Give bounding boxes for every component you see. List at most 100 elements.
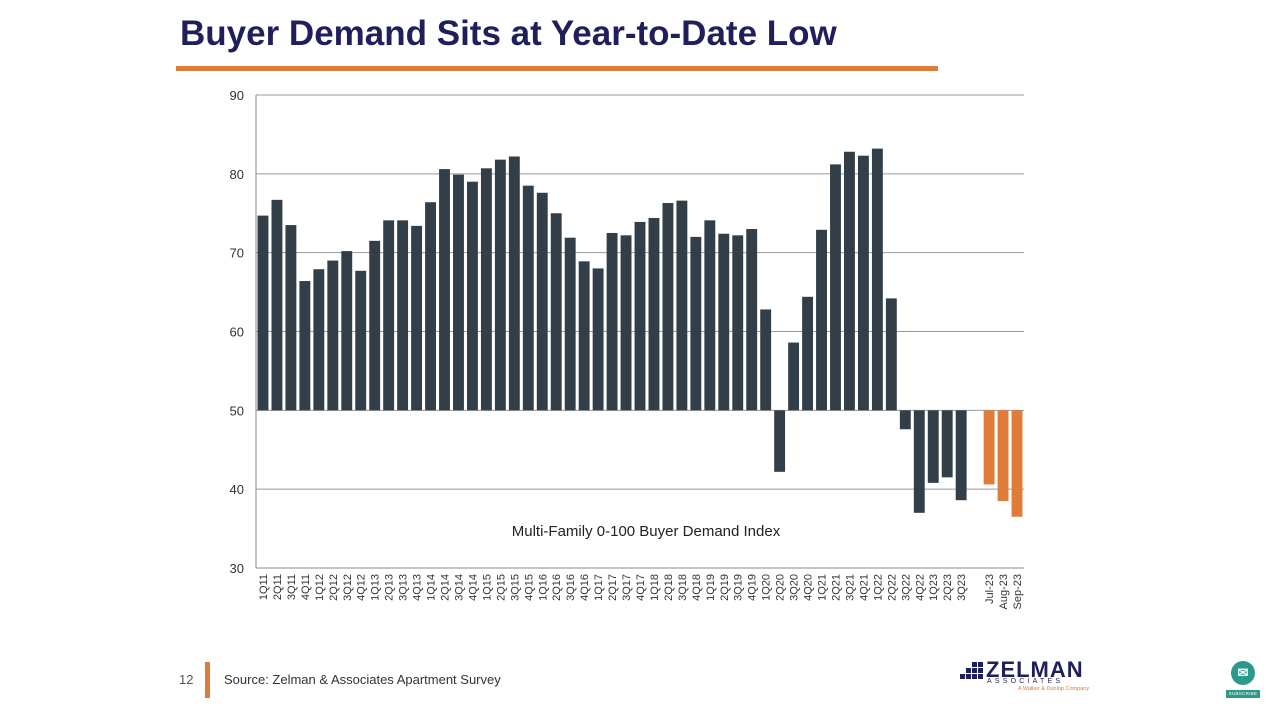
bar-1Q19 <box>704 220 716 411</box>
bar-2Q19 <box>718 233 730 411</box>
x-tick-label: 3Q12 <box>342 574 354 601</box>
bar-3Q22 <box>899 410 911 430</box>
x-tick-label: 1Q13 <box>370 574 382 601</box>
x-tick-labels: 1Q11 2Q11 3Q11 4Q11 1Q12 2Q12 3Q12 4Q12 1Q13 2Q13… <box>258 574 1024 609</box>
x-tick-label: 2Q15 <box>495 574 507 601</box>
y-tick-labels: 30 40 50 60 70 80 90 <box>230 88 244 576</box>
x-tick-label: 2Q17 <box>607 574 619 601</box>
x-tick-label: 1Q15 <box>481 574 493 601</box>
bar-4Q18 <box>690 236 702 411</box>
x-tick-label: 1Q17 <box>593 574 605 601</box>
bar-3Q16 <box>564 237 576 411</box>
bar-2Q23 <box>941 410 953 478</box>
bar-3Q13 <box>397 220 409 411</box>
x-tick-label: 1Q14 <box>426 574 438 601</box>
bar-3Q15 <box>508 156 520 411</box>
bar-3Q11 <box>285 225 297 411</box>
x-tick-label: 4Q20 <box>803 574 815 601</box>
logo-mark-icon <box>960 662 983 679</box>
x-tick-label: 4Q18 <box>691 574 703 601</box>
bar-4Q22 <box>913 410 925 513</box>
x-tick-label: 1Q18 <box>649 574 661 601</box>
x-tick-label: 4Q21 <box>858 574 870 601</box>
footer-accent-bar <box>205 662 210 698</box>
x-tick-label: 2Q21 <box>830 574 842 601</box>
bar-1Q14 <box>425 202 436 411</box>
x-tick-label: 1Q11 <box>258 574 270 600</box>
logo-name: ZELMAN <box>986 657 1084 682</box>
x-tick-label: 3Q11 <box>286 574 298 600</box>
bar-Aug-23 <box>997 410 1009 501</box>
x-tick-label: 2Q19 <box>719 574 731 601</box>
bar-4Q12 <box>355 270 367 411</box>
x-tick-label: 2Q14 <box>440 574 452 601</box>
bar-Jul-23 <box>983 410 995 485</box>
bar-2Q11 <box>271 199 283 411</box>
bar-4Q21 <box>857 155 869 411</box>
x-tick-label: 4Q17 <box>635 574 647 601</box>
x-tick-label: 1Q20 <box>761 574 773 601</box>
bar-2Q14 <box>439 169 450 411</box>
bar-3Q18 <box>676 200 688 411</box>
x-tick-label: 2Q11 <box>272 574 284 600</box>
y-tick-label: 50 <box>230 403 244 418</box>
subscribe-button[interactable]: ✉ SUBSCRIBE <box>1226 661 1260 701</box>
bar-3Q12 <box>341 251 353 411</box>
bar-1Q21 <box>816 229 827 411</box>
logo-subtitle: ASSOCIATES <box>987 678 1064 685</box>
chart-annotation: Multi-Family 0-100 Buyer Demand Index <box>512 523 781 540</box>
y-tick-label: 40 <box>230 482 244 497</box>
y-tick-label: 80 <box>230 167 244 182</box>
bar-4Q11 <box>299 281 311 411</box>
x-tick-label: 4Q15 <box>523 574 535 601</box>
x-tick-label: 2Q22 <box>886 574 898 601</box>
x-tick-label: 1Q16 <box>537 574 549 601</box>
x-tick-label: 4Q19 <box>747 574 759 601</box>
x-tick-label: 2Q18 <box>663 574 675 601</box>
axes <box>255 95 1024 569</box>
x-tick-label: 3Q17 <box>621 574 633 601</box>
y-tick-label: 60 <box>230 325 244 340</box>
bar-4Q14 <box>466 181 478 411</box>
bar-3Q23 <box>955 410 967 501</box>
bar-2Q12 <box>327 260 339 411</box>
x-tick-label: 2Q13 <box>384 574 396 601</box>
bar-1Q11 <box>257 215 269 411</box>
slide-title: Buyer Demand Sits at Year-to-Date Low <box>180 14 837 53</box>
bar-2Q22 <box>885 298 897 411</box>
bar-Sep-23 <box>1011 410 1023 517</box>
source-note: Source: Zelman & Associates Apartment Su… <box>224 672 501 687</box>
x-tick-label: 3Q19 <box>733 574 745 601</box>
x-tick-label: 3Q23 <box>956 574 968 601</box>
bar-4Q16 <box>578 261 590 411</box>
bar-1Q12 <box>313 269 325 411</box>
x-tick-label: 4Q22 <box>914 574 926 601</box>
bar-4Q17 <box>634 221 646 411</box>
bar-4Q15 <box>522 185 534 411</box>
x-tick-label: 2Q16 <box>551 574 563 601</box>
x-tick-label: 4Q11 <box>300 574 312 600</box>
bar-4Q13 <box>411 225 423 411</box>
x-tick-label: 1Q23 <box>928 574 940 601</box>
x-tick-label: 2Q23 <box>942 574 954 601</box>
bar-1Q13 <box>369 240 381 411</box>
bar-2Q18 <box>662 203 674 411</box>
y-tick-label: 70 <box>230 246 244 261</box>
y-tick-label: 90 <box>230 88 244 103</box>
bar-3Q20 <box>788 342 800 411</box>
bar-1Q22 <box>871 148 883 411</box>
bar-1Q18 <box>648 217 660 411</box>
bar-3Q21 <box>844 151 855 411</box>
x-tick-label: 3Q15 <box>509 574 521 601</box>
subscribe-label: SUBSCRIBE <box>1226 690 1260 698</box>
bar-1Q15 <box>480 168 492 411</box>
x-tick-label: 3Q20 <box>789 574 801 601</box>
zelman-logo: ZELMAN ASSOCIATES A Walker & Dunlop Comp… <box>956 657 1106 697</box>
bars <box>257 148 1023 517</box>
bar-4Q19 <box>746 229 758 411</box>
bar-3Q17 <box>620 235 632 411</box>
bar-2Q13 <box>383 220 395 411</box>
bar-2Q16 <box>550 213 562 411</box>
bar-1Q23 <box>927 410 939 483</box>
